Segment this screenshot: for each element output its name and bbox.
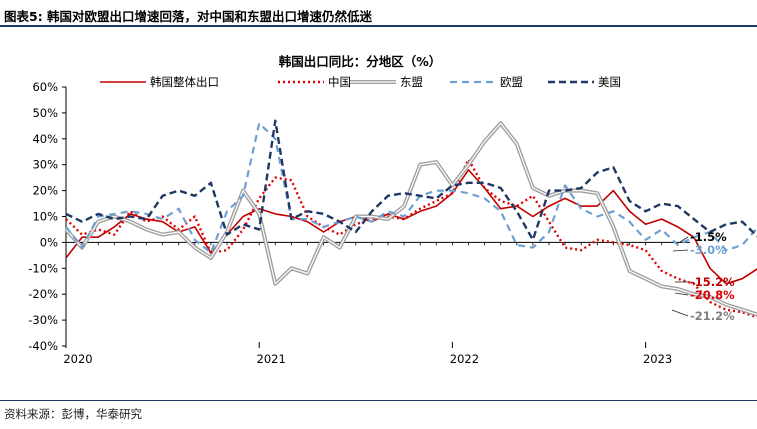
chart-title: 韩国出口同比：分地区（%）: [279, 54, 442, 69]
legend-label-4: 美国: [598, 75, 621, 89]
series-line-3: [65, 122, 757, 254]
end-label-connector-0: [679, 236, 689, 243]
y-tick-label: -10%: [28, 261, 58, 275]
footer-rule: [0, 400, 757, 401]
y-tick-label: -30%: [28, 313, 58, 327]
series-line-1: [65, 158, 757, 319]
end-label-2: -15.2%: [690, 275, 735, 289]
end-label-connector-4: [671, 309, 689, 317]
source-note: 资料来源：彭博，华泰研究: [4, 407, 142, 421]
series-line-2-outline: [64, 121, 757, 317]
end-label-3: -20.8%: [690, 288, 735, 302]
header-rule: [0, 25, 757, 27]
legend-label-1: 中国: [328, 75, 351, 89]
end-label-4: -21.2%: [690, 309, 735, 323]
y-tick-label: 20%: [32, 184, 58, 198]
series-line-2-inner: [65, 122, 757, 316]
y-tick-label: 40%: [32, 132, 58, 146]
legend-label-3: 欧盟: [500, 75, 523, 89]
figure-title: 图表5: 韩国对欧盟出口增速回落，对中国和东盟出口增速仍然低迷: [4, 9, 373, 24]
series-line-0: [65, 169, 757, 285]
chart: 韩国出口同比：分地区（%） 韩国整体出口 中国 东盟 欧盟 美国 -40% -30% -20…: [28, 54, 757, 366]
y-tick-label: 60%: [32, 80, 58, 94]
y-tick-label: -40%: [28, 339, 58, 353]
y-axis: -40% -30% -20% -10% 0% 10% 20% 30% 40% 50% 60%: [28, 80, 67, 353]
y-tick-label: 10%: [32, 210, 58, 224]
legend-label-2: 东盟: [400, 75, 423, 89]
legend: 韩国整体出口 中国 东盟 欧盟 美国: [100, 75, 621, 89]
y-tick-label: -20%: [28, 287, 58, 301]
x-tick-label: 2022: [450, 352, 479, 366]
y-tick-label: 0%: [40, 235, 58, 249]
plot-lines: [64, 119, 757, 319]
end-label-1: -3.0%: [690, 243, 727, 257]
y-tick-label: 30%: [32, 158, 58, 172]
series-line-4: [65, 119, 757, 242]
x-tick-label: 2021: [257, 352, 286, 366]
end-label-connector-1: [672, 249, 689, 252]
figure-header: 图表5: 韩国对欧盟出口增速回落，对中国和东盟出口增速仍然低迷: [0, 0, 757, 27]
x-tick-label: 2020: [63, 352, 92, 366]
legend-label-0: 韩国整体出口: [150, 75, 219, 89]
end-label-0: -1.5%: [690, 230, 727, 244]
end-labels: -1.5%-3.0% -15.2%-20.8% -21.2%: [671, 230, 735, 323]
x-tick-label: 2023: [643, 352, 672, 366]
end-label-connector-3: [674, 292, 689, 296]
x-axis: 2020 2021 2022 2023: [63, 241, 690, 366]
y-tick-label: 50%: [32, 106, 58, 120]
